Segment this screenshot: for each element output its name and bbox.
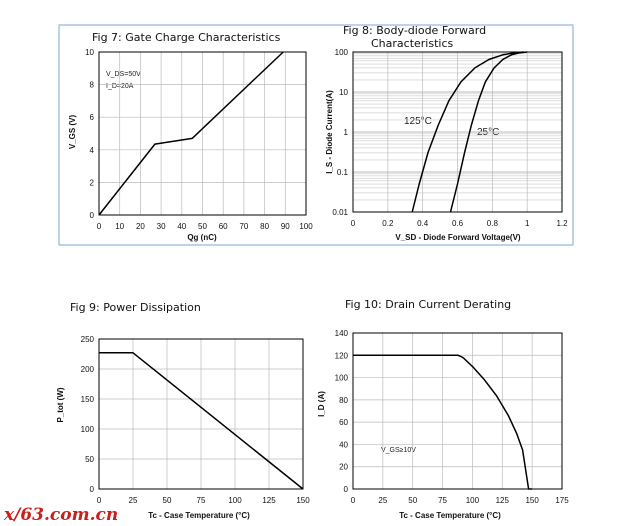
fig8-series-line-1 xyxy=(449,51,528,213)
fig7-ytick-label: 8 xyxy=(90,81,95,90)
fig9-series-line-0 xyxy=(99,352,304,490)
fig7-gate-charge-chart: Fig 7: Gate Charge Characteristics V_DS=… xyxy=(68,31,281,242)
fig8-body-diode-chart: Fig 8: Body-diode Forward Characteristic… xyxy=(325,24,521,242)
fig8-ytick-label: 10 xyxy=(339,88,348,97)
fig10-xtick-label: 150 xyxy=(525,496,539,505)
fig9-power-dissipation-chart: Fig 9: Power Dissipation Tc - Case Tempe… xyxy=(56,301,250,520)
fig7-xtick-label: 70 xyxy=(239,222,248,231)
fig8-ylabel: I_S - Diode Current(A) xyxy=(325,90,334,174)
top-frame-border xyxy=(58,24,574,246)
fig8-label-25c: 25°C xyxy=(477,127,499,138)
fig10-ytick-label: 0 xyxy=(344,485,349,494)
fig10-xtick-label: 50 xyxy=(408,496,417,505)
fig10-plot: 0 25 50 75 100 125 150 175 0 20 40 60 80 100 120 140 xyxy=(335,329,570,505)
fig9-xtick-label: 75 xyxy=(197,496,206,505)
fig7-ytick-label: 2 xyxy=(90,178,95,187)
fig9-xtick-label: 0 xyxy=(97,496,102,505)
fig9-ytick-label: 200 xyxy=(81,365,95,374)
fig9-ytick-label: 100 xyxy=(81,425,95,434)
fig7-plot: 0 10 20 30 40 50 60 70 80 90 100 0 2 4 6 8 10 xyxy=(85,48,313,231)
fig7-xlabel: Qg (nC) xyxy=(187,233,217,242)
fig9-xtick-label: 50 xyxy=(163,496,172,505)
fig7-title: Fig 7: Gate Charge Characteristics xyxy=(92,31,281,44)
fig9-ytick-label: 150 xyxy=(81,395,95,404)
fig9-plot-frame xyxy=(98,338,304,490)
fig7-xtick-label: 10 xyxy=(115,222,124,231)
fig8-ytick-label: 1 xyxy=(344,128,349,137)
fig10-xlabel: Tc - Case Temperature (°C) xyxy=(399,511,501,520)
fig10-annotation-vgs: V_GS≥10V xyxy=(381,447,416,454)
fig7-plot-frame xyxy=(98,51,307,216)
fig8-ytick-label: 0.01 xyxy=(332,208,348,217)
fig9-ytick-label: 0 xyxy=(90,485,95,494)
fig8-xtick-label: 0.2 xyxy=(382,219,394,228)
fig7-xtick-label: 50 xyxy=(198,222,207,231)
fig10-ytick-label: 20 xyxy=(339,463,348,472)
fig8-title-line2: Characteristics xyxy=(371,37,454,50)
fig10-title: Fig 10: Drain Current Derating xyxy=(345,298,511,311)
fig7-xtick-label: 0 xyxy=(97,222,102,231)
fig7-ytick-label: 4 xyxy=(90,146,95,155)
fig8-xtick-label: 1.2 xyxy=(556,219,568,228)
fig7-series-line-0 xyxy=(98,51,284,216)
fig10-xtick-label: 25 xyxy=(378,496,387,505)
fig10-ytick-label: 80 xyxy=(339,396,348,405)
fig10-xtick-label: 175 xyxy=(555,496,569,505)
fig7-ytick-label: 10 xyxy=(85,48,94,57)
fig9-xtick-label: 100 xyxy=(228,496,242,505)
fig9-xtick-label: 150 xyxy=(296,496,310,505)
fig8-xtick-label: 0 xyxy=(351,219,356,228)
fig9-ytick-label: 50 xyxy=(85,455,94,464)
fig10-ylabel: I_D (A) xyxy=(317,391,326,417)
fig9-ytick-label: 250 xyxy=(81,335,95,344)
fig7-ylabel: V_GS (V) xyxy=(68,115,77,150)
fig9-plot: 0 25 50 75 100 125 150 0 50 100 150 200 250 xyxy=(81,335,311,505)
fig10-ytick-label: 60 xyxy=(339,418,348,427)
fig9-xtick-label: 125 xyxy=(262,496,276,505)
fig10-ytick-label: 100 xyxy=(335,374,349,383)
fig8-xtick-label: 0.4 xyxy=(417,219,429,228)
fig10-ytick-label: 40 xyxy=(339,440,348,449)
fig10-xtick-label: 75 xyxy=(438,496,447,505)
fig8-series-line-0 xyxy=(411,51,524,213)
fig7-xtick-label: 100 xyxy=(299,222,313,231)
fig9-ylabel: P_tot (W) xyxy=(56,387,65,422)
fig7-xtick-label: 30 xyxy=(157,222,166,231)
fig7-ytick-label: 0 xyxy=(90,211,95,220)
fig8-xtick-label: 0.6 xyxy=(452,219,464,228)
fig7-ytick-label: 6 xyxy=(90,113,95,122)
fig7-xtick-label: 20 xyxy=(136,222,145,231)
fig8-plot: 0 0.2 0.4 0.6 0.8 1 1.2 0.01 0.1 1 10 100 xyxy=(332,48,568,228)
fig10-ytick-label: 140 xyxy=(335,329,349,338)
fig7-xtick-label: 40 xyxy=(177,222,186,231)
fig10-xtick-label: 0 xyxy=(351,496,356,505)
fig10-xtick-label: 100 xyxy=(466,496,480,505)
fig10-drain-current-chart: Fig 10: Drain Current Derating V_GS≥10V … xyxy=(317,298,511,520)
fig9-title: Fig 9: Power Dissipation xyxy=(70,301,201,314)
fig10-series-line-0 xyxy=(353,354,533,490)
watermark-text: x/63.com.cn xyxy=(3,505,118,525)
fig7-xtick-label: 80 xyxy=(260,222,269,231)
fig8-title: Fig 8: Body-diode Forward xyxy=(343,24,486,37)
fig7-xtick-label: 90 xyxy=(281,222,290,231)
fig8-xtick-label: 0.8 xyxy=(487,219,499,228)
fig10-plot-frame xyxy=(352,332,563,490)
fig7-annotation-vds: V_DS=50V xyxy=(106,71,141,78)
fig7-xtick-label: 60 xyxy=(219,222,228,231)
fig8-xlabel: V_SD - Diode Forward Voltage(V) xyxy=(395,233,521,242)
fig10-ytick-label: 120 xyxy=(335,351,349,360)
fig8-ytick-label: 0.1 xyxy=(337,168,349,177)
fig9-xlabel: Tc - Case Temperature (°C) xyxy=(148,511,250,520)
fig8-plot-frame xyxy=(352,51,563,213)
fig9-xtick-label: 25 xyxy=(129,496,138,505)
fig8-ytick-label: 100 xyxy=(335,48,349,57)
fig10-xtick-label: 125 xyxy=(496,496,510,505)
fig8-xtick-label: 1 xyxy=(525,219,530,228)
fig8-label-125c: 125°C xyxy=(404,116,432,127)
